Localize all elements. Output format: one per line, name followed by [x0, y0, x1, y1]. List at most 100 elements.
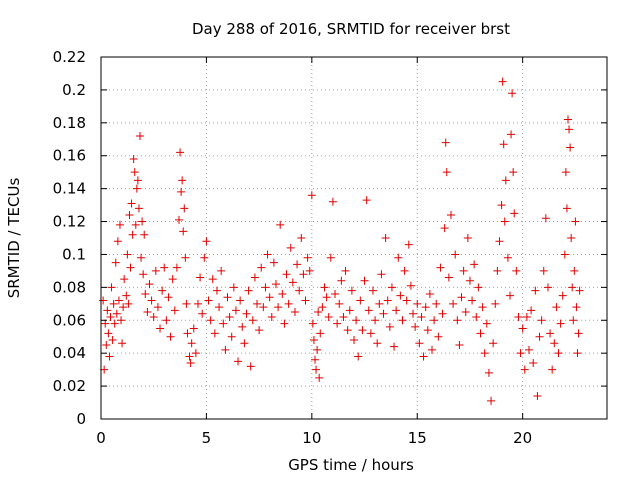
- data-point: [112, 309, 121, 318]
- data-point: [449, 299, 458, 308]
- data-point: [390, 342, 399, 351]
- y-tick-label: 0.16: [53, 147, 86, 165]
- data-point: [297, 234, 306, 242]
- data-point: [208, 275, 217, 284]
- data-point: [350, 336, 358, 345]
- data-point: [246, 362, 255, 371]
- data-point: [186, 359, 195, 368]
- data-point: [312, 365, 321, 374]
- data-point: [438, 309, 447, 318]
- data-point: [552, 303, 561, 312]
- data-point: [354, 352, 363, 361]
- data-point: [571, 217, 580, 226]
- data-point: [512, 266, 521, 275]
- data-point: [124, 299, 133, 308]
- y-tick-label: 0.14: [53, 180, 86, 198]
- data-point: [137, 253, 146, 262]
- y-axis-label: SRMTID / TECUs: [5, 178, 23, 299]
- tick-labels-layer: 0 0.02 0.04 0.06 0.08 0.1 0.12 0.14 0.16 0.18 0.2 0…: [53, 48, 533, 447]
- data-point: [138, 217, 147, 226]
- data-point: [434, 332, 443, 341]
- points-layer: [99, 77, 584, 405]
- data-point: [145, 280, 154, 289]
- data-point: [565, 125, 574, 134]
- data-point: [417, 312, 426, 321]
- data-point: [383, 296, 392, 305]
- data-point: [539, 266, 548, 275]
- data-point: [257, 263, 266, 272]
- data-point: [177, 187, 186, 196]
- data-point: [126, 263, 135, 272]
- data-point: [108, 336, 117, 345]
- data-point: [185, 352, 194, 361]
- data-point: [568, 283, 577, 292]
- data-point: [117, 316, 126, 325]
- data-point: [543, 283, 552, 292]
- data-point: [141, 289, 150, 298]
- data-point: [231, 306, 240, 315]
- data-point: [444, 273, 453, 282]
- data-point: [451, 250, 460, 259]
- data-point: [569, 316, 578, 325]
- data-point: [563, 115, 572, 124]
- data-point: [560, 250, 569, 259]
- y-tick-label: 0.18: [53, 114, 86, 132]
- data-point: [240, 339, 249, 348]
- data-point: [123, 250, 132, 259]
- data-point: [441, 138, 450, 147]
- data-point: [394, 253, 403, 262]
- data-point: [295, 286, 304, 295]
- y-tick-label: 0.04: [53, 344, 86, 362]
- data-point: [392, 306, 401, 315]
- data-point: [476, 329, 485, 338]
- data-point: [179, 227, 188, 236]
- data-point: [343, 326, 352, 335]
- data-point: [269, 258, 278, 267]
- data-point: [364, 306, 373, 315]
- data-point: [106, 312, 115, 321]
- data-point: [339, 312, 348, 321]
- data-point: [498, 77, 507, 86]
- data-point: [379, 309, 388, 318]
- data-point: [158, 286, 167, 295]
- data-point: [419, 352, 428, 361]
- y-tick-label: 0.1: [62, 245, 86, 263]
- data-point: [170, 306, 179, 315]
- data-point: [356, 296, 365, 305]
- data-point: [286, 243, 295, 252]
- x-tick-label: 20: [513, 429, 532, 447]
- data-point: [507, 130, 516, 139]
- data-point: [320, 283, 329, 292]
- data-point: [358, 326, 367, 335]
- data-point: [318, 303, 327, 312]
- data-point: [229, 283, 238, 292]
- data-point: [541, 214, 550, 223]
- data-point: [487, 396, 496, 405]
- data-point: [461, 308, 470, 317]
- data-point: [489, 339, 498, 348]
- data-point: [166, 332, 175, 341]
- data-point: [204, 296, 213, 305]
- data-point: [307, 191, 316, 200]
- data-point: [293, 260, 302, 269]
- x-axis-label: GPS time / hours: [288, 456, 414, 474]
- data-point: [153, 303, 162, 312]
- data-point: [430, 316, 439, 325]
- data-point: [457, 293, 466, 302]
- data-point: [409, 309, 418, 318]
- data-point: [533, 391, 542, 400]
- data-point: [550, 339, 559, 348]
- data-point: [128, 230, 137, 239]
- data-point: [149, 312, 158, 321]
- data-point: [284, 299, 293, 308]
- data-point: [223, 293, 232, 302]
- data-point: [172, 263, 181, 272]
- data-point: [484, 368, 493, 377]
- data-point: [497, 201, 506, 210]
- x-tick-label: 15: [408, 429, 427, 447]
- data-point: [314, 308, 323, 317]
- data-point: [324, 312, 333, 321]
- y-tick-label: 0.2: [62, 81, 86, 99]
- data-point: [428, 345, 437, 354]
